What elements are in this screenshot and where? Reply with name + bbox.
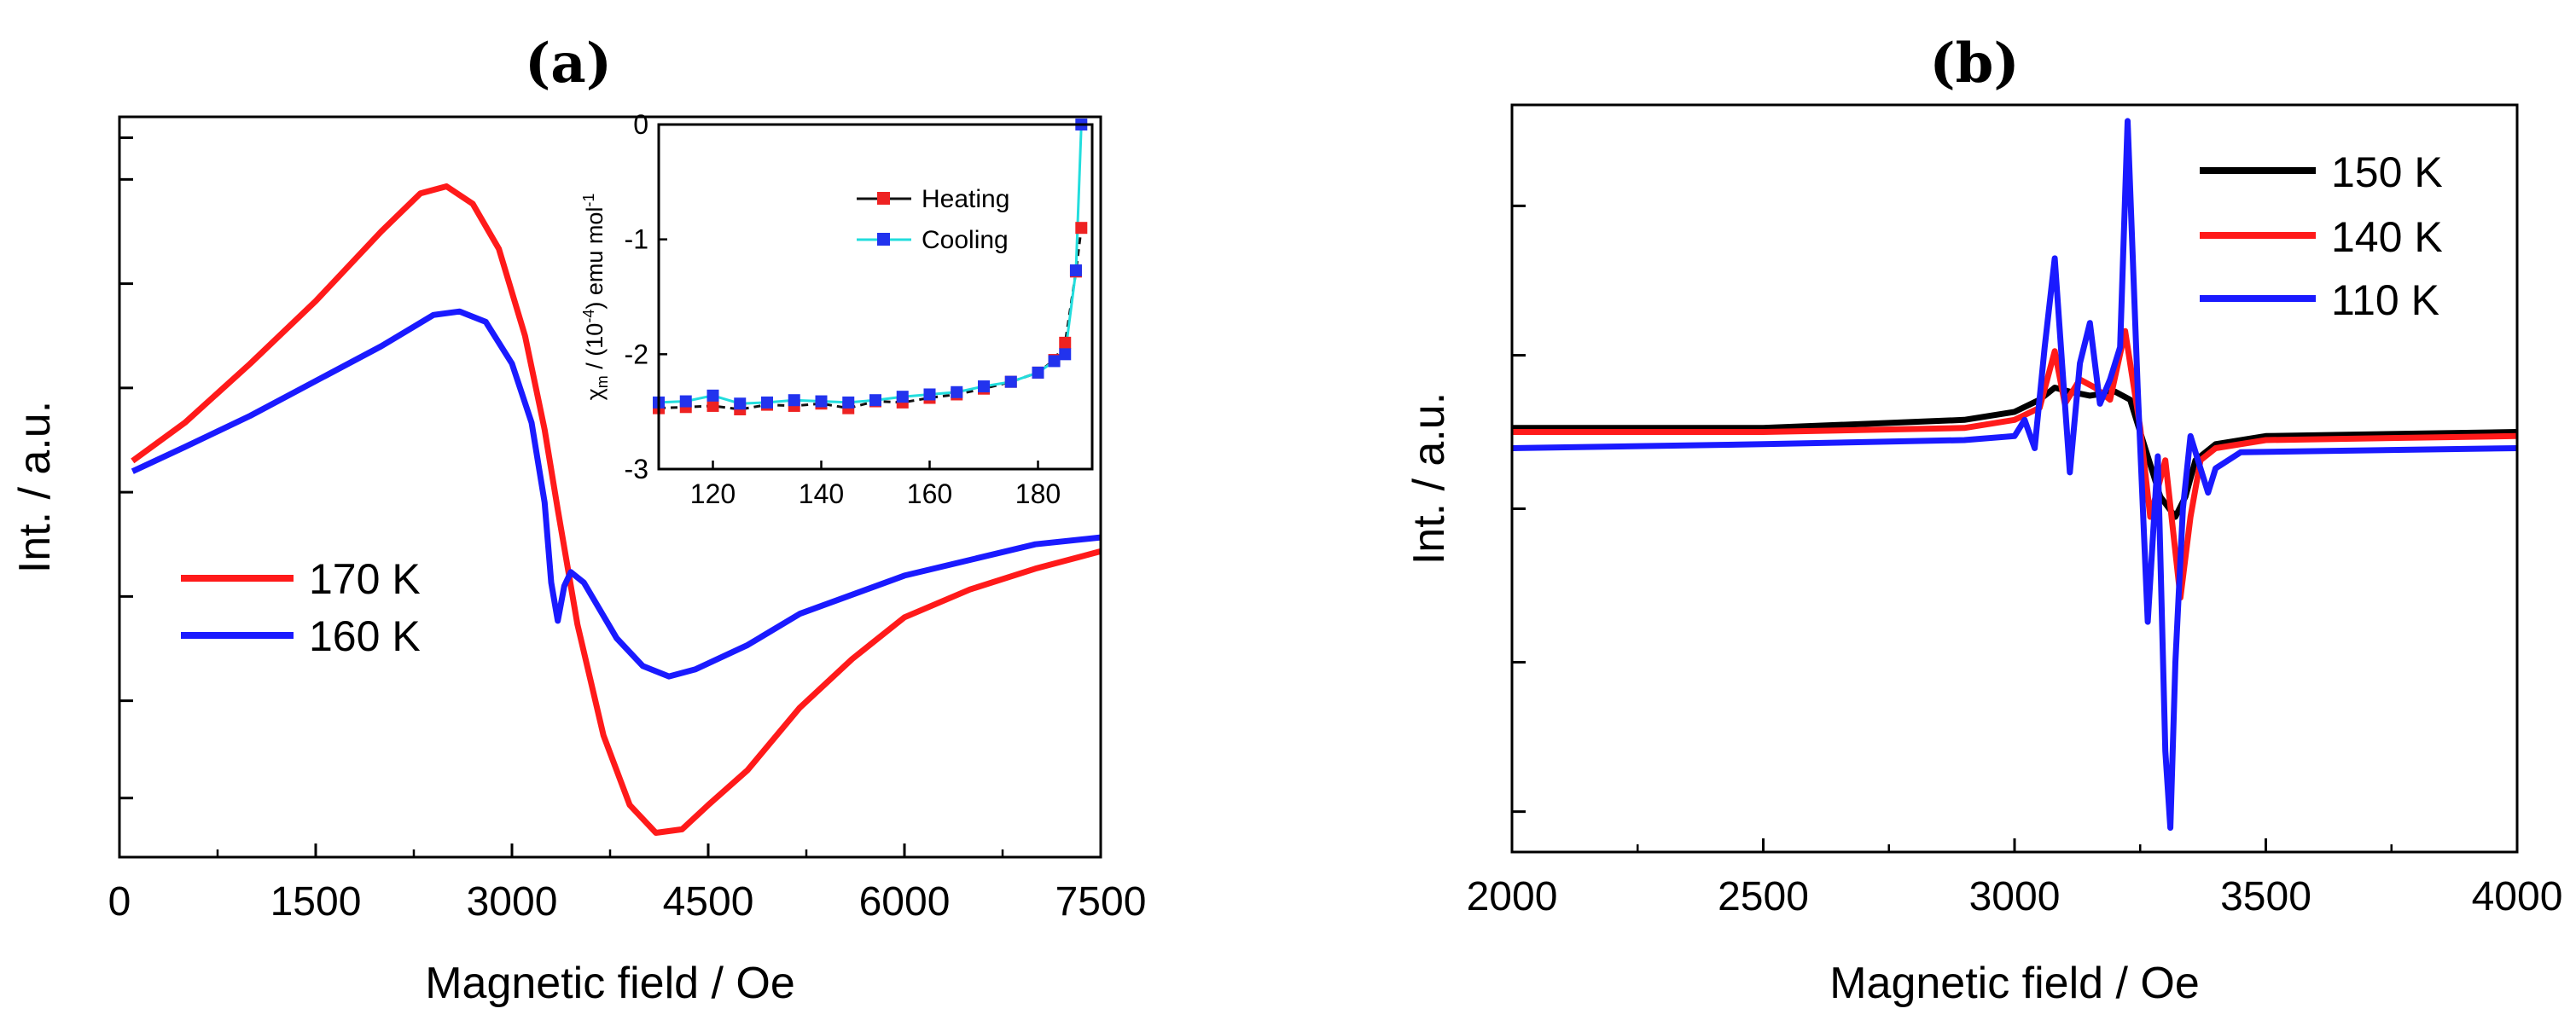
inset-y-tick-label: -3 xyxy=(625,454,648,484)
legend-label-110K: 110 K xyxy=(2331,276,2439,324)
panel-a-x-tick-label: 6000 xyxy=(859,879,951,925)
inset-frame xyxy=(657,123,1094,471)
panel-b-y-axis-label: Int. / a.u. xyxy=(1404,392,1454,565)
inset-marker-cooling xyxy=(1004,375,1017,388)
panel-b-series-line-140K xyxy=(1512,328,2518,601)
inset-marker-cooling xyxy=(815,395,828,408)
inset-legend-marker-heating xyxy=(877,192,890,205)
inset-marker-cooling xyxy=(923,388,936,401)
panel-b-x-tick-label: 4000 xyxy=(2472,874,2563,919)
inset-legend: Heating Cooling xyxy=(857,185,1009,254)
panel-a-x-tick-labels: 0 1500 3000 4500 6000 7500 xyxy=(108,879,1147,925)
inset-legend-label-heating: Heating xyxy=(922,185,1009,213)
panel-a-series-line-160K xyxy=(131,308,1102,680)
panel-b-x-tick-label: 3000 xyxy=(1969,874,2061,919)
panel-a-x-tick-label: 1500 xyxy=(270,879,362,925)
panel-a: (a) 0 1500 3000 4500 6000 7500 Magnetic field… xyxy=(10,32,1146,1008)
legend-label-170K: 170 K xyxy=(309,555,421,603)
inset-background xyxy=(659,125,1092,469)
panel-b-series-line-110K xyxy=(1511,118,2518,832)
inset-marker-cooling xyxy=(1059,348,1072,361)
panel-a-legend: 170 K 160 K xyxy=(181,555,421,660)
legend-label-140K: 140 K xyxy=(2331,213,2443,261)
panel-a-x-tick-label: 7500 xyxy=(1055,879,1147,925)
panel-a-plot-frame xyxy=(118,115,1102,859)
inset-ylabel-unit: ) emu mol xyxy=(582,207,608,310)
panel-b-x-tick-label: 2000 xyxy=(1467,874,1558,919)
inset-marker-cooling xyxy=(1048,355,1061,368)
inset-y-axis-label: χm / (10-4) emu mol-1 xyxy=(580,194,611,401)
panel-a-x-tick-label: 3000 xyxy=(467,879,558,925)
inset-y-tick-label: -1 xyxy=(625,224,648,255)
inset-marker-cooling xyxy=(707,389,719,402)
inset-x-tick-label: 120 xyxy=(690,478,736,509)
inset-x-tick-label: 160 xyxy=(907,478,952,509)
inset-y-tick-label: 0 xyxy=(633,109,648,140)
panel-b-legend: 150 K 140 K 110 K xyxy=(2200,148,2443,324)
panel-a-x-tick-label: 0 xyxy=(108,879,131,925)
inset-marker-cooling xyxy=(734,397,747,410)
panel-b: (b) 2000 2500 3000 3500 4000 Magnetic field … xyxy=(1404,32,2562,1008)
panel-b-x-tick-label: 2500 xyxy=(1718,874,1809,919)
panel-a-x-tick-label: 4500 xyxy=(663,879,754,925)
panel-b-x-axis-label: Magnetic field / Oe xyxy=(1829,959,2200,1008)
panel-a-inset: 120 140 160 180 0 -1 -2 -3 χm / (10-4) emu mol… xyxy=(580,109,1094,509)
inset-marker-cooling xyxy=(1069,264,1082,277)
inset-marker-heating xyxy=(707,399,719,412)
inset-ylabel-rest: / (10 xyxy=(582,323,608,376)
inset-y-tick-labels: 0 -1 -2 -3 xyxy=(625,109,648,484)
panel-a-series xyxy=(131,183,1102,836)
panel-b-series xyxy=(1511,118,2518,832)
inset-marker-cooling xyxy=(896,391,909,403)
inset-ylabel-sup: -4 xyxy=(580,310,597,323)
inset-marker-cooling xyxy=(978,380,990,393)
inset-marker-cooling xyxy=(679,395,692,408)
inset-series xyxy=(653,119,1088,415)
inset-ylabel-unit-sup: -1 xyxy=(580,194,597,207)
inset-marker-cooling xyxy=(1032,366,1044,379)
panel-b-x-tick-label: 3500 xyxy=(2220,874,2311,919)
panel-b-label: (b) xyxy=(1929,32,2019,96)
panel-a-y-axis-label: Int. / a.u. xyxy=(10,401,60,573)
inset-marker-cooling xyxy=(842,396,855,409)
legend-label-160K: 160 K xyxy=(309,612,421,660)
inset-marker-heating xyxy=(1075,222,1088,235)
inset-legend-marker-cooling xyxy=(877,233,890,246)
legend-label-150K: 150 K xyxy=(2331,148,2443,196)
inset-x-tick-labels: 120 140 160 180 xyxy=(690,478,1061,509)
panel-a-x-axis-label: Magnetic field / Oe xyxy=(425,959,795,1008)
panel-a-label: (a) xyxy=(525,32,612,96)
inset-marker-cooling xyxy=(869,394,881,407)
inset-marker-cooling xyxy=(788,394,800,407)
inset-marker-cooling xyxy=(951,385,963,398)
inset-x-tick-label: 140 xyxy=(799,478,844,509)
inset-ylabel-chi: χ xyxy=(582,388,608,400)
inset-legend-label-cooling: Cooling xyxy=(922,226,1009,254)
panel-a-series-line-170K xyxy=(131,183,1102,836)
inset-ylabel-sub: m xyxy=(594,375,611,388)
inset-marker-heating xyxy=(1059,336,1072,349)
panel-b-x-tick-labels: 2000 2500 3000 3500 4000 xyxy=(1467,874,2563,919)
inset-x-tick-label: 180 xyxy=(1015,478,1061,509)
inset-marker-cooling xyxy=(761,396,773,409)
inset-y-tick-label: -2 xyxy=(625,339,648,369)
panel-b-plot-frame xyxy=(1510,103,2519,854)
